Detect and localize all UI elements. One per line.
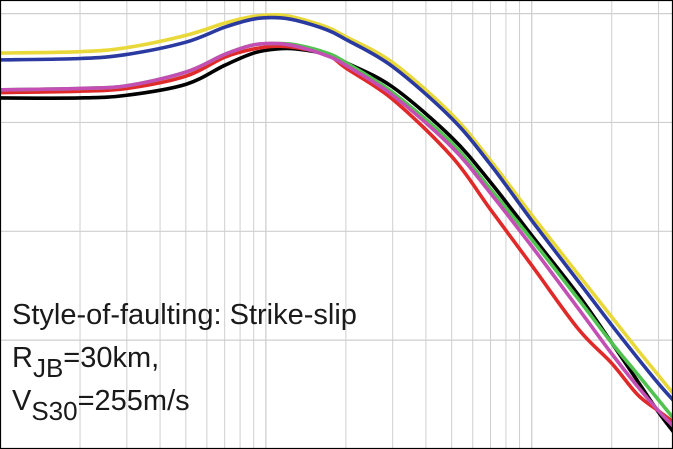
vs30-annotation: VS30=255m/s bbox=[12, 385, 190, 426]
series-line-2 bbox=[0, 15, 673, 402]
series-line-6 bbox=[0, 41, 673, 428]
vs30-subscript: S30 bbox=[31, 396, 77, 426]
rjb-subscript: JB bbox=[33, 353, 63, 383]
rjb-annotation: RJB=30km, bbox=[12, 342, 159, 383]
vs30-main: V bbox=[12, 385, 32, 417]
series-line-4 bbox=[0, 44, 673, 424]
vs30-value: =255m/s bbox=[78, 385, 190, 417]
series-line-1 bbox=[0, 13, 673, 396]
series-group bbox=[0, 13, 673, 434]
style-of-faulting-annotation: Style-of-faulting: Strike-slip bbox=[12, 299, 357, 331]
rjb-value: =30km, bbox=[63, 342, 159, 374]
rjb-main: R bbox=[12, 342, 33, 374]
